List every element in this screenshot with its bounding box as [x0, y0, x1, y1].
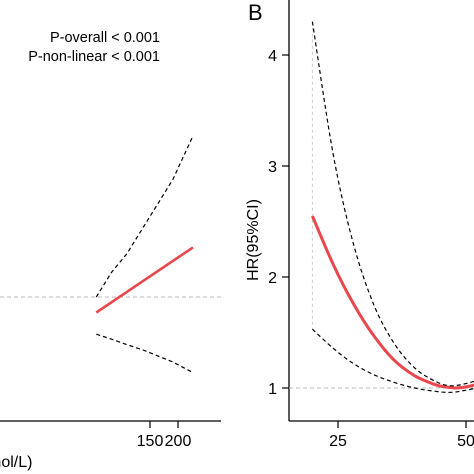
annotation-p-nonlinear: P-non-linear < 0.001 — [28, 49, 160, 65]
panel-label-b: B — [248, 0, 263, 25]
y-axis-label-b: HR(95%CI) — [245, 199, 262, 281]
series-a-estimate — [95, 246, 194, 314]
series-b-estimate — [311, 215, 474, 390]
x-ticks-a: 150 200 — [137, 421, 192, 450]
x-axis-label-a: mol/L) — [0, 454, 32, 471]
y-tick-label-b-4: 4 — [268, 48, 277, 65]
annotation-p-overall: P-overall < 0.001 — [50, 30, 160, 46]
x-tick-label-a-200: 200 — [165, 433, 192, 450]
plot-area-b — [289, 21, 474, 394]
panel-a: P-overall < 0.001 P-non-linear < 0.001 1… — [0, 30, 221, 471]
series-a-ci-upper — [95, 135, 194, 298]
x-ticks-b: 25 50 — [329, 421, 474, 450]
series-b-ci-lower — [311, 328, 474, 394]
y-ticks-b: 1 2 3 4 — [268, 48, 289, 398]
series-a-ci-lower — [96, 333, 194, 374]
y-tick-label-b-1: 1 — [268, 381, 277, 398]
y-tick-label-b-3: 3 — [268, 159, 277, 176]
x-tick-label-b-25: 25 — [329, 433, 347, 450]
x-tick-label-a-150: 150 — [137, 433, 164, 450]
plot-area-a — [0, 135, 221, 374]
y-tick-label-b-2: 2 — [268, 270, 277, 287]
panel-b: B HR(95%CI) 1 2 3 4 25 50 — [245, 0, 474, 450]
series-b-ci-upper — [311, 21, 474, 387]
x-tick-label-b-50: 50 — [457, 433, 474, 450]
